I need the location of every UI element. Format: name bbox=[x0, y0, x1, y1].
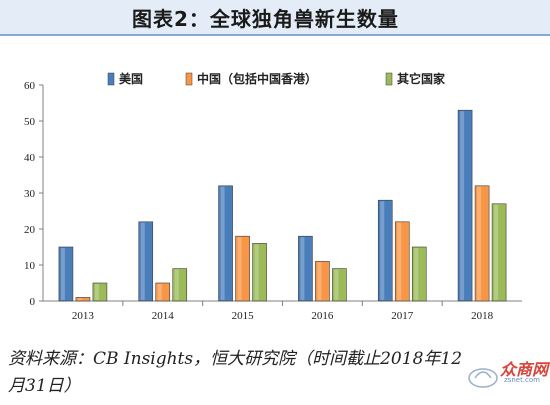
bar-china-2018 bbox=[474, 185, 490, 302]
y-tick-label: 60 bbox=[24, 80, 36, 92]
figure-title: 图表2：全球独角兽新生数量 bbox=[132, 7, 399, 31]
x-tick-label: 2016 bbox=[311, 310, 334, 322]
y-tick-label: 40 bbox=[24, 152, 36, 164]
bar-highlight bbox=[300, 237, 305, 300]
y-tick-label: 50 bbox=[24, 116, 36, 128]
bar-highlight bbox=[254, 244, 259, 300]
bar-other-2018 bbox=[491, 203, 507, 302]
x-tick-label: 2013 bbox=[72, 310, 95, 322]
legend-swatch-1 bbox=[185, 72, 193, 86]
legend-swatch-2 bbox=[385, 72, 393, 86]
watermark: 众商网 zsnet.com bbox=[466, 352, 548, 400]
bar-usa-2015 bbox=[218, 185, 233, 302]
bar-other-2016 bbox=[332, 268, 347, 302]
legend-label-2: 其它国家 bbox=[397, 71, 446, 86]
bar-highlight bbox=[174, 269, 179, 300]
legend-swatch-0 bbox=[107, 72, 115, 86]
x-tick-label: 2015 bbox=[232, 310, 255, 322]
bar-china-2015 bbox=[235, 235, 250, 302]
bar-highlight bbox=[334, 269, 339, 300]
bar-usa-2016 bbox=[298, 235, 313, 302]
y-tick-label: 20 bbox=[24, 224, 36, 236]
y-tick-label: 30 bbox=[24, 188, 36, 200]
y-tick-label: 10 bbox=[24, 260, 36, 272]
bar-china-2013 bbox=[75, 297, 91, 302]
bar-usa-2013 bbox=[58, 246, 74, 302]
bar-highlight bbox=[220, 186, 225, 300]
legend-label-1: 中国（包括中国香港） bbox=[197, 71, 317, 86]
title-band: 图表2：全球独角兽新生数量 bbox=[0, 0, 550, 36]
watermark-logo-icon bbox=[468, 368, 498, 388]
bar-other-2015 bbox=[252, 243, 267, 302]
legend-label-0: 美国 bbox=[119, 71, 143, 86]
bar-highlight bbox=[414, 248, 419, 300]
bar-highlight bbox=[60, 248, 65, 300]
bar-highlight bbox=[140, 222, 145, 300]
bar-usa-2018 bbox=[457, 109, 473, 302]
bar-other-2017 bbox=[411, 246, 427, 302]
bar-china-2016 bbox=[315, 261, 330, 302]
bar-highlight bbox=[460, 111, 465, 300]
y-tick-label: 0 bbox=[30, 296, 36, 308]
bar-usa-2017 bbox=[377, 199, 393, 302]
watermark-subtext: zsnet.com bbox=[504, 376, 540, 384]
bar-chart: 0 10 20 30 40 50 60 2013 2014 2015 2016 2017 2018 美国 中… bbox=[24, 71, 522, 322]
bar-other-2014 bbox=[172, 268, 188, 302]
bar-highlight bbox=[94, 284, 99, 300]
bar-highlight bbox=[157, 284, 162, 300]
bar-highlight bbox=[77, 298, 82, 300]
x-tick-label: 2017 bbox=[391, 310, 414, 322]
watermark-text: 众商网 bbox=[500, 360, 549, 379]
bar-highlight bbox=[494, 204, 499, 300]
bar-highlight bbox=[317, 262, 322, 300]
bar-china-2017 bbox=[394, 221, 410, 302]
bar-usa-2014 bbox=[138, 221, 154, 302]
bar-highlight bbox=[477, 186, 482, 300]
source-note: 资料来源：CB Insights，恒大研究院（时间截止2018年12月31日） bbox=[8, 349, 463, 396]
bar-highlight bbox=[237, 237, 242, 300]
x-tick-label: 2018 bbox=[471, 310, 494, 322]
x-tick-label: 2014 bbox=[152, 310, 175, 322]
bar-highlight bbox=[397, 222, 402, 300]
bar-china-2014 bbox=[155, 282, 171, 302]
bar-highlight bbox=[380, 201, 385, 300]
bar-other-2013 bbox=[92, 282, 108, 302]
